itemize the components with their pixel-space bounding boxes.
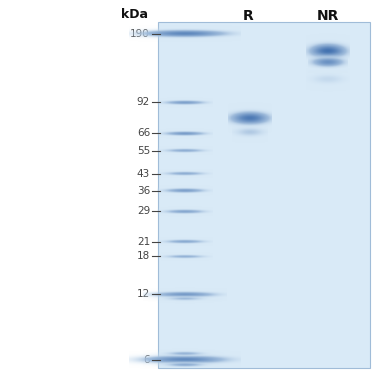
Text: 12: 12: [137, 290, 150, 299]
Text: 66: 66: [137, 129, 150, 138]
Text: NR: NR: [317, 9, 339, 23]
Text: 43: 43: [137, 169, 150, 179]
Text: 36: 36: [137, 186, 150, 196]
Text: 21: 21: [137, 237, 150, 246]
Text: 6: 6: [143, 355, 150, 365]
Text: 29: 29: [137, 206, 150, 216]
Text: kDa: kDa: [121, 8, 148, 21]
Text: R: R: [243, 9, 254, 23]
Text: 92: 92: [137, 97, 150, 107]
Text: 190: 190: [130, 28, 150, 39]
Bar: [158, 22, 370, 368]
Text: 55: 55: [137, 146, 150, 156]
Text: 18: 18: [137, 251, 150, 261]
